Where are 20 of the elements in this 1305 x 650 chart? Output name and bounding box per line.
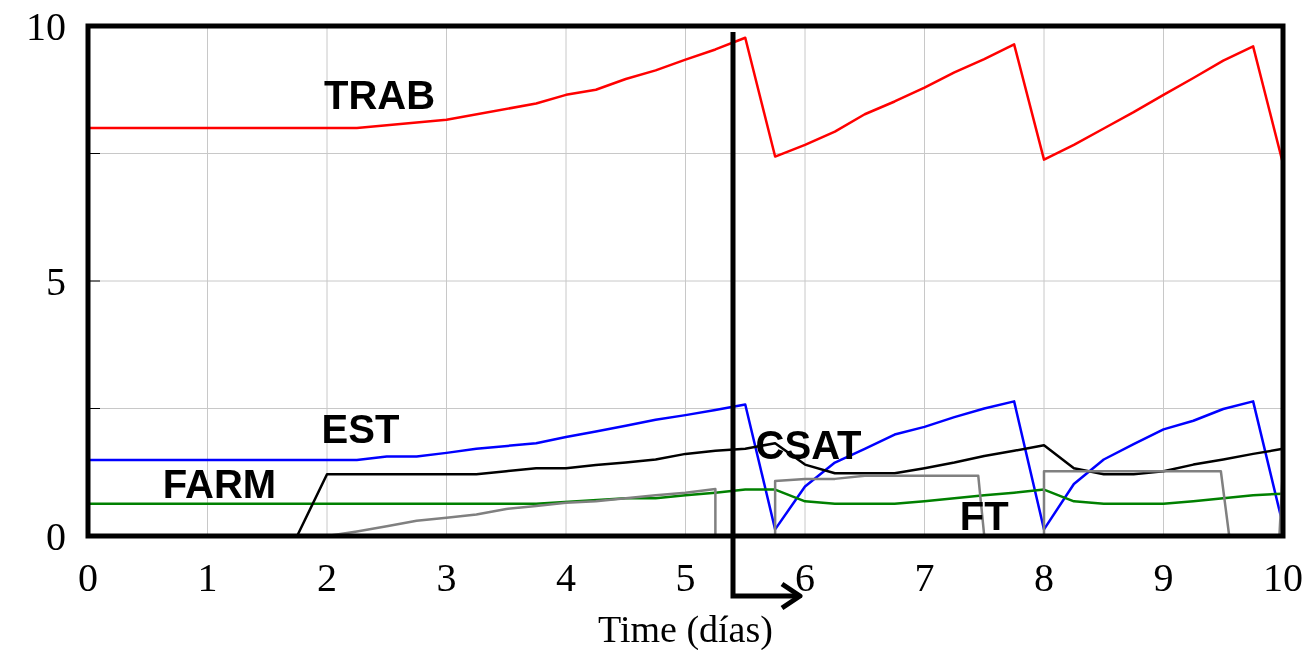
x-tick-label: 0 xyxy=(78,555,98,600)
y-tick-label: 0 xyxy=(46,513,66,559)
x-tick-label: 5 xyxy=(675,555,696,600)
x-tick-label: 6 xyxy=(795,555,815,600)
series-label: FARM xyxy=(162,461,277,506)
x-tick-label: 3 xyxy=(436,555,457,600)
y-tick-label: 10 xyxy=(26,3,66,49)
x-tick-label: 4 xyxy=(556,555,576,600)
series-label: CSAT xyxy=(755,423,862,468)
x-tick-label: 10 xyxy=(1263,555,1303,600)
x-tick-label: 9 xyxy=(1153,555,1174,600)
series-label: TRAB xyxy=(324,72,436,117)
y-tick-label: 5 xyxy=(46,258,66,304)
x-tick-label: 2 xyxy=(317,555,337,600)
x-axis-title: Time (días) xyxy=(598,608,773,650)
x-tick-label: 1 xyxy=(197,555,218,600)
series-label: EST xyxy=(321,406,400,451)
x-tick-label: 8 xyxy=(1034,555,1054,600)
x-tick-label: 7 xyxy=(914,555,935,600)
series-label: FT xyxy=(959,493,1009,538)
